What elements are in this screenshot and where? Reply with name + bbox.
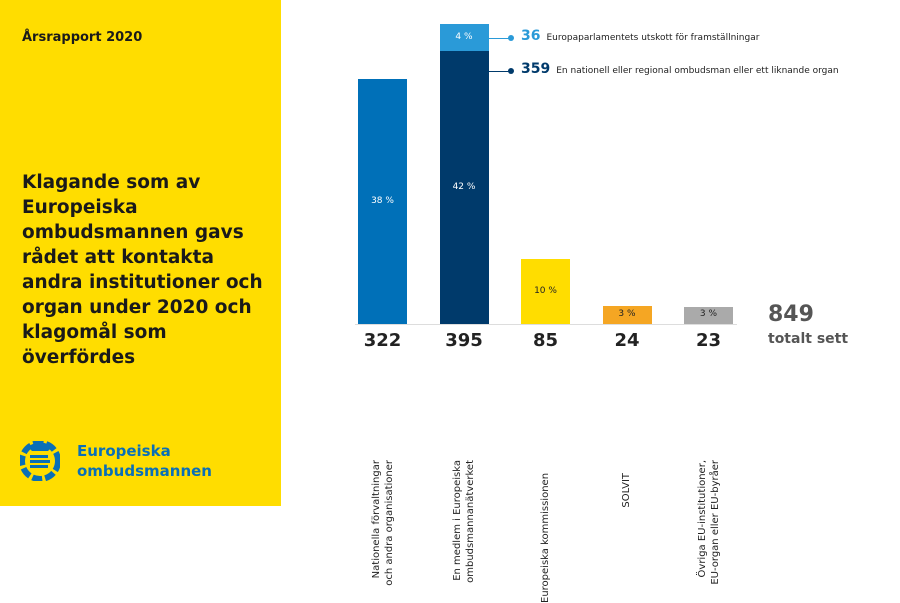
annotation-label: Europaparlamentets utskott för framställ… — [546, 33, 760, 43]
percent-label: 3 % — [699, 309, 718, 320]
category-label: En medlem i Europeiska ombudsmannanätver… — [451, 356, 491, 583]
percent-label: 3 % — [618, 308, 636, 319]
category-label: Nationella förvaltningar och andra organ… — [370, 356, 410, 586]
percent-label: 38 % — [371, 195, 394, 206]
bar: 3 % — [684, 306, 733, 324]
category-text: Övriga EU-institutioner, EU-organ eller … — [696, 460, 721, 585]
total-value: 849 — [768, 302, 814, 327]
percent-label: 4 % — [455, 31, 473, 42]
bar-segment: 42 % — [439, 51, 489, 324]
total-label: totalt sett — [768, 331, 849, 347]
logo-line2: ombudsmannen — [77, 462, 212, 480]
logo-line1: Europeiska — [77, 442, 171, 460]
category-label: Övriga EU-institutioner, EU-organ eller … — [696, 356, 736, 585]
percent-label: 42 % — [452, 181, 476, 192]
category-text: Europeiska kommissionen — [539, 472, 551, 603]
category-text: Nationella förvaltningar och andra organ… — [370, 460, 395, 586]
category-text: En medlem i Europeiska ombudsmannanätver… — [452, 460, 476, 583]
category-text: SOLVIT — [621, 473, 632, 508]
leader-dot — [508, 68, 514, 74]
page-title: Klagande som av Europeiska ombudsmannen … — [22, 172, 263, 368]
bar: 3 % — [602, 305, 652, 324]
percent-label: 10 % — [534, 285, 557, 296]
value-label: 24 — [614, 330, 640, 351]
annotation: 359 En nationell eller regional ombudsman… — [521, 61, 839, 77]
value-label: 395 — [445, 330, 483, 351]
category-label: Europeiska kommissionen — [539, 356, 579, 603]
value-label: 23 — [695, 330, 722, 351]
value-label: 322 — [363, 330, 402, 351]
category-label: SOLVIT — [620, 356, 660, 508]
annotation-label: En nationell eller regional ombudsman el… — [556, 66, 839, 76]
annotation-value: 359 — [521, 61, 551, 77]
annotation-value: 36 — [521, 28, 541, 44]
leader-line — [488, 71, 510, 72]
leader-dot — [508, 35, 514, 41]
ombudsman-logo-icon — [20, 441, 60, 481]
leader-line — [488, 38, 510, 39]
value-label: 85 — [532, 330, 559, 351]
title-panel: Årsrapport 2020 Klagande som av Europeis… — [0, 0, 281, 506]
report-label: Årsrapport 2020 — [22, 30, 143, 45]
logo-text: Europeiska ombudsmannen — [77, 441, 212, 481]
bar: 10 % — [521, 259, 570, 324]
bar: 38 % — [358, 79, 407, 324]
bar-chart: 849 totalt sett 38 % 322 Nationella förval… — [355, 24, 849, 603]
x-axis — [355, 324, 737, 325]
annotation: 36 Europaparlamentets utskott för framstä… — [521, 28, 759, 44]
bar-segment: 4 % — [439, 24, 489, 52]
